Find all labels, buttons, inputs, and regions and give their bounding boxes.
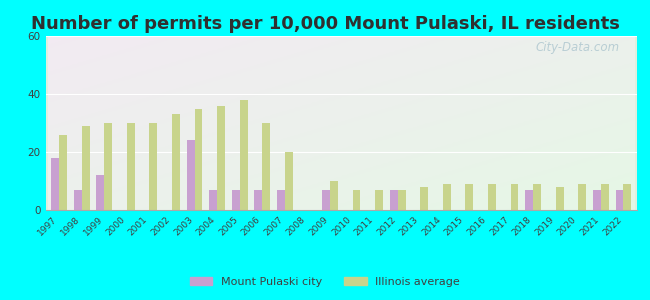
- Bar: [593, 190, 601, 210]
- Bar: [209, 190, 217, 210]
- Bar: [127, 123, 135, 210]
- Bar: [510, 184, 519, 210]
- Bar: [375, 190, 383, 210]
- Bar: [322, 190, 330, 210]
- Bar: [254, 190, 262, 210]
- Bar: [421, 187, 428, 210]
- Bar: [172, 114, 180, 210]
- Bar: [578, 184, 586, 210]
- Bar: [533, 184, 541, 210]
- Bar: [240, 100, 248, 210]
- Bar: [525, 190, 533, 210]
- Bar: [82, 126, 90, 210]
- Bar: [465, 184, 473, 210]
- Bar: [330, 181, 338, 210]
- Bar: [187, 140, 194, 210]
- Bar: [398, 190, 406, 210]
- Bar: [488, 184, 496, 210]
- Bar: [51, 158, 59, 210]
- Bar: [556, 187, 564, 210]
- Legend: Mount Pulaski city, Illinois average: Mount Pulaski city, Illinois average: [185, 273, 465, 291]
- Bar: [352, 190, 361, 210]
- Text: City-Data.com: City-Data.com: [535, 41, 619, 54]
- Bar: [601, 184, 609, 210]
- Bar: [96, 175, 104, 210]
- Bar: [443, 184, 450, 210]
- Bar: [616, 190, 623, 210]
- Bar: [623, 184, 631, 210]
- Bar: [104, 123, 112, 210]
- Bar: [217, 106, 225, 210]
- Bar: [262, 123, 270, 210]
- Bar: [194, 109, 202, 210]
- Bar: [73, 190, 82, 210]
- Bar: [59, 135, 67, 210]
- Bar: [277, 190, 285, 210]
- Bar: [150, 123, 157, 210]
- Text: Number of permits per 10,000 Mount Pulaski, IL residents: Number of permits per 10,000 Mount Pulas…: [31, 15, 619, 33]
- Bar: [390, 190, 398, 210]
- Bar: [285, 152, 292, 210]
- Bar: [232, 190, 240, 210]
